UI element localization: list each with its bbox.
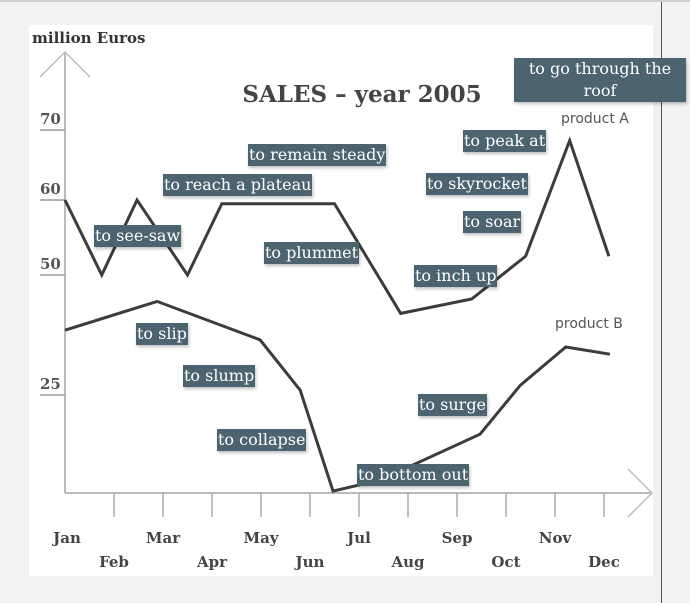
x-tick-label: Mar xyxy=(146,529,181,547)
legend-product-b: product B xyxy=(555,316,623,332)
annotation-label: to bottom out xyxy=(357,464,470,486)
chart-panel xyxy=(29,25,653,576)
annotation-label: to remain steady xyxy=(248,144,387,166)
annotation-label: to soar xyxy=(463,211,522,233)
y-axis-label: million Euros xyxy=(32,29,146,47)
annotation-label: to slip xyxy=(136,323,188,345)
x-tick-label: Jul xyxy=(345,529,371,547)
x-tick-label: Nov xyxy=(539,529,573,547)
annotation-label: to collapse xyxy=(217,429,307,451)
x-tick-label: Apr xyxy=(196,553,228,571)
annotation-label: to peak at xyxy=(463,130,547,152)
x-tick-label: Feb xyxy=(99,553,129,571)
y-tick-label: 60 xyxy=(40,180,61,198)
annotation-label: to surge xyxy=(418,394,488,416)
x-tick-label: May xyxy=(243,529,279,547)
y-tick-label: 70 xyxy=(40,110,61,128)
annotation-label: to see-saw xyxy=(94,225,182,247)
x-tick-label: Dec xyxy=(588,553,620,571)
annotation-label: to inch up xyxy=(414,265,498,287)
x-tick-label: Oct xyxy=(491,553,520,571)
annotation-label: to skyrocket xyxy=(426,173,528,195)
series-line-product-b xyxy=(64,299,611,493)
x-tick-label: Jun xyxy=(294,553,325,571)
window-top-border xyxy=(0,0,690,2)
chart-title: SALES – year 2005 xyxy=(242,81,481,108)
x-axis-arrow-icon xyxy=(627,468,654,518)
legend-product-a: product A xyxy=(561,111,629,127)
annotation-label: to slump xyxy=(183,365,256,387)
annotation-label: to go through the roof xyxy=(514,58,686,102)
x-tick-label: Aug xyxy=(390,553,425,571)
y-tick-label: 25 xyxy=(40,375,61,393)
annotation-label: to reach a plateau xyxy=(163,174,313,196)
y-axis-arrow-icon xyxy=(39,50,91,78)
x-tick-label: Sep xyxy=(442,529,473,547)
y-tick-label: 50 xyxy=(40,255,61,273)
x-tick-label: Jan xyxy=(51,529,81,547)
annotation-label: to plummet xyxy=(264,242,360,264)
window-divider xyxy=(661,2,662,603)
